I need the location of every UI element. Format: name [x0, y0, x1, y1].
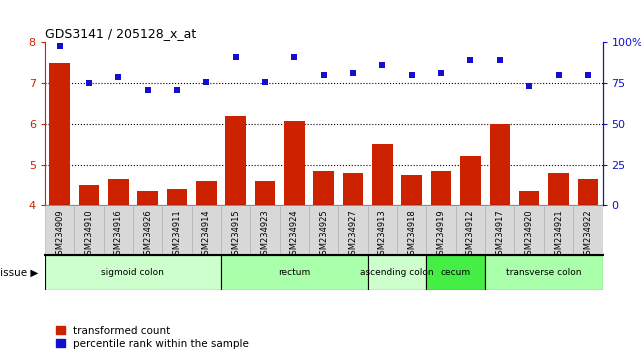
- Bar: [456, 205, 485, 255]
- Bar: [251, 205, 279, 255]
- Point: [378, 62, 388, 68]
- Point: [436, 70, 446, 76]
- Bar: [49, 63, 70, 205]
- Text: cecum: cecum: [441, 268, 471, 277]
- Bar: [573, 205, 603, 255]
- Text: GSM234924: GSM234924: [290, 209, 299, 260]
- Bar: [104, 205, 133, 255]
- Point: [172, 87, 182, 92]
- Point: [495, 58, 505, 63]
- Bar: [338, 205, 368, 255]
- Text: GSM234914: GSM234914: [202, 209, 211, 260]
- Bar: [431, 171, 451, 205]
- Point: [348, 70, 358, 76]
- Point: [289, 54, 299, 60]
- Bar: [309, 205, 338, 255]
- Point: [260, 79, 270, 84]
- Bar: [548, 173, 569, 205]
- Bar: [79, 185, 99, 205]
- Bar: [133, 205, 162, 255]
- Point: [406, 72, 417, 78]
- Text: GSM234909: GSM234909: [55, 209, 64, 260]
- Bar: [74, 205, 104, 255]
- Point: [319, 72, 329, 78]
- Bar: [45, 205, 74, 255]
- Point: [84, 80, 94, 86]
- Bar: [578, 179, 598, 205]
- Bar: [426, 205, 456, 255]
- Bar: [544, 205, 573, 255]
- Text: GSM234920: GSM234920: [525, 209, 534, 260]
- Text: GSM234916: GSM234916: [113, 209, 122, 260]
- Bar: [401, 175, 422, 205]
- Bar: [368, 255, 426, 290]
- Text: GSM234927: GSM234927: [349, 209, 358, 260]
- Bar: [284, 121, 304, 205]
- Text: GSM234919: GSM234919: [437, 209, 445, 260]
- Point: [524, 84, 535, 89]
- Bar: [368, 205, 397, 255]
- Text: GSM234926: GSM234926: [143, 209, 152, 260]
- Point: [553, 72, 563, 78]
- Point: [113, 74, 123, 80]
- Text: ascending colon: ascending colon: [360, 268, 434, 277]
- Point: [231, 54, 241, 60]
- Text: GDS3141 / 205128_x_at: GDS3141 / 205128_x_at: [45, 27, 196, 40]
- Bar: [45, 255, 221, 290]
- Bar: [221, 205, 251, 255]
- Legend: transformed count, percentile rank within the sample: transformed count, percentile rank withi…: [56, 326, 249, 349]
- Text: GSM234911: GSM234911: [172, 209, 181, 260]
- Bar: [167, 189, 187, 205]
- Bar: [397, 205, 426, 255]
- Bar: [313, 171, 334, 205]
- Point: [142, 87, 153, 92]
- Bar: [343, 173, 363, 205]
- Bar: [254, 181, 275, 205]
- Bar: [196, 181, 217, 205]
- Bar: [490, 124, 510, 205]
- Bar: [192, 205, 221, 255]
- Text: tissue ▶: tissue ▶: [0, 268, 38, 278]
- Bar: [279, 205, 309, 255]
- Bar: [137, 191, 158, 205]
- Text: GSM234912: GSM234912: [466, 209, 475, 260]
- Text: transverse colon: transverse colon: [506, 268, 581, 277]
- Bar: [221, 255, 368, 290]
- Bar: [519, 191, 540, 205]
- Text: GSM234917: GSM234917: [495, 209, 504, 260]
- Text: sigmoid colon: sigmoid colon: [101, 268, 164, 277]
- Text: GSM234910: GSM234910: [85, 209, 94, 260]
- Point: [583, 72, 593, 78]
- Bar: [485, 205, 515, 255]
- Text: GSM234913: GSM234913: [378, 209, 387, 260]
- Text: GSM234921: GSM234921: [554, 209, 563, 260]
- Bar: [426, 255, 485, 290]
- Text: GSM234918: GSM234918: [407, 209, 416, 260]
- Bar: [226, 116, 246, 205]
- Bar: [460, 156, 481, 205]
- Text: GSM234922: GSM234922: [583, 209, 592, 260]
- Text: rectum: rectum: [278, 268, 310, 277]
- Text: GSM234923: GSM234923: [260, 209, 269, 260]
- Point: [54, 43, 65, 48]
- Bar: [515, 205, 544, 255]
- Point: [465, 58, 476, 63]
- Bar: [162, 205, 192, 255]
- Bar: [485, 255, 603, 290]
- Bar: [108, 179, 128, 205]
- Bar: [372, 144, 393, 205]
- Text: GSM234915: GSM234915: [231, 209, 240, 260]
- Point: [201, 79, 212, 84]
- Text: GSM234925: GSM234925: [319, 209, 328, 260]
